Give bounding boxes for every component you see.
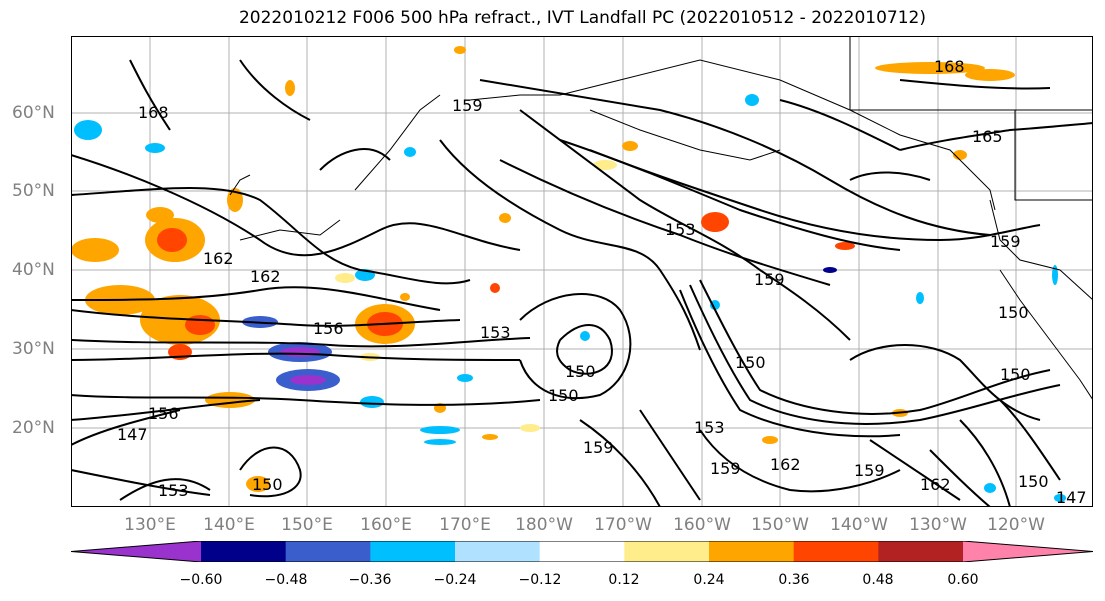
lat-label-60n: 60°N [12, 103, 55, 123]
lon-label-140e: 140°E [203, 515, 255, 535]
colorbar-extend-low [71, 541, 201, 562]
contour-label: 153 [480, 323, 511, 342]
colorbar-extend-high [963, 541, 1093, 562]
map-panel: 168 159 168 165 162 162 156 153 153 159 … [71, 36, 1093, 507]
lon-label-130w: 130°W [909, 515, 967, 535]
contour-label: 150 [998, 303, 1029, 322]
colorbar-tick: −0.36 [348, 572, 392, 588]
shaded-anomalies [72, 45, 1066, 502]
lon-label-160w: 160°W [673, 515, 731, 535]
contour-label: 159 [452, 96, 483, 115]
colorbar-segment [455, 541, 541, 562]
contour-label: 165 [972, 127, 1003, 146]
contour-label: 156 [148, 404, 179, 423]
graticule [72, 37, 1092, 506]
colorbar-segment [285, 541, 371, 562]
lon-label-150e: 150°E [281, 515, 333, 535]
colorbar-tick: 0.24 [693, 572, 725, 588]
colorbar-tick: 0.36 [778, 572, 810, 588]
lon-label-120w: 120°W [987, 515, 1045, 535]
colorbar-segment [201, 541, 287, 562]
contour-label: 153 [694, 418, 725, 437]
lat-label-20n: 20°N [12, 418, 55, 438]
contour-label: 150 [1018, 472, 1049, 491]
contour-label: 162 [920, 475, 951, 494]
lon-label-150w: 150°W [751, 515, 809, 535]
colorbar-segment [793, 541, 879, 562]
contour-label: 159 [583, 438, 614, 457]
lat-label-30n: 30°N [12, 339, 55, 359]
lon-label-130e: 130°E [124, 515, 176, 535]
colorbar-tick: −0.48 [264, 572, 308, 588]
coastlines [229, 37, 1092, 400]
colorbar-tick: −0.24 [433, 572, 477, 588]
lon-label-140w: 140°W [830, 515, 888, 535]
colorbar-tick: 0.48 [862, 572, 894, 588]
refractivity-contours [72, 58, 1092, 506]
lon-label-160e: 160°E [360, 515, 412, 535]
map-title: 2022010212 F006 500 hPa refract., IVT La… [238, 8, 926, 28]
colorbar [71, 541, 1093, 562]
contour-label: 150 [1000, 365, 1031, 384]
colorbar-segments [71, 541, 1093, 562]
contour-label: 150 [548, 386, 579, 405]
contour-label: 159 [754, 270, 785, 289]
lat-label-40n: 40°N [12, 260, 55, 280]
contour-label: 150 [252, 475, 283, 494]
colorbar-tick: −0.60 [179, 572, 223, 588]
contour-label: 159 [990, 232, 1021, 251]
contour-label-group: 168 159 168 165 162 162 156 153 153 159 … [117, 57, 1087, 507]
map-canvas: 168 159 168 165 162 162 156 153 153 159 … [72, 37, 1092, 507]
lon-label-170w: 170°W [594, 515, 652, 535]
contour-label: 147 [117, 425, 148, 444]
colorbar-segment [370, 541, 456, 562]
colorbar-segment [878, 541, 964, 562]
contour-label: 159 [854, 461, 885, 480]
colorbar-segment [709, 541, 795, 562]
contour-label: 156 [313, 319, 344, 338]
contour-label: 147 [1056, 488, 1087, 507]
contour-label: 150 [735, 353, 766, 372]
colorbar-tick: 0.60 [947, 572, 979, 588]
contour-label: 162 [770, 455, 801, 474]
lat-label-50n: 50°N [12, 181, 55, 201]
contour-label: 153 [665, 220, 696, 239]
contour-label: 162 [250, 267, 281, 286]
contour-label: 168 [934, 57, 965, 76]
contour-label: 168 [138, 103, 169, 122]
colorbar-segment [539, 541, 625, 562]
lon-label-170e: 170°E [439, 515, 491, 535]
colorbar-tick: 0.12 [608, 572, 640, 588]
colorbar-tick: −0.12 [518, 572, 562, 588]
lon-label-180w: 180°W [515, 515, 573, 535]
contour-label: 153 [158, 481, 189, 500]
contour-label: 159 [710, 459, 741, 478]
contour-label: 150 [565, 362, 596, 381]
contour-label: 162 [203, 249, 234, 268]
colorbar-segment [624, 541, 710, 562]
